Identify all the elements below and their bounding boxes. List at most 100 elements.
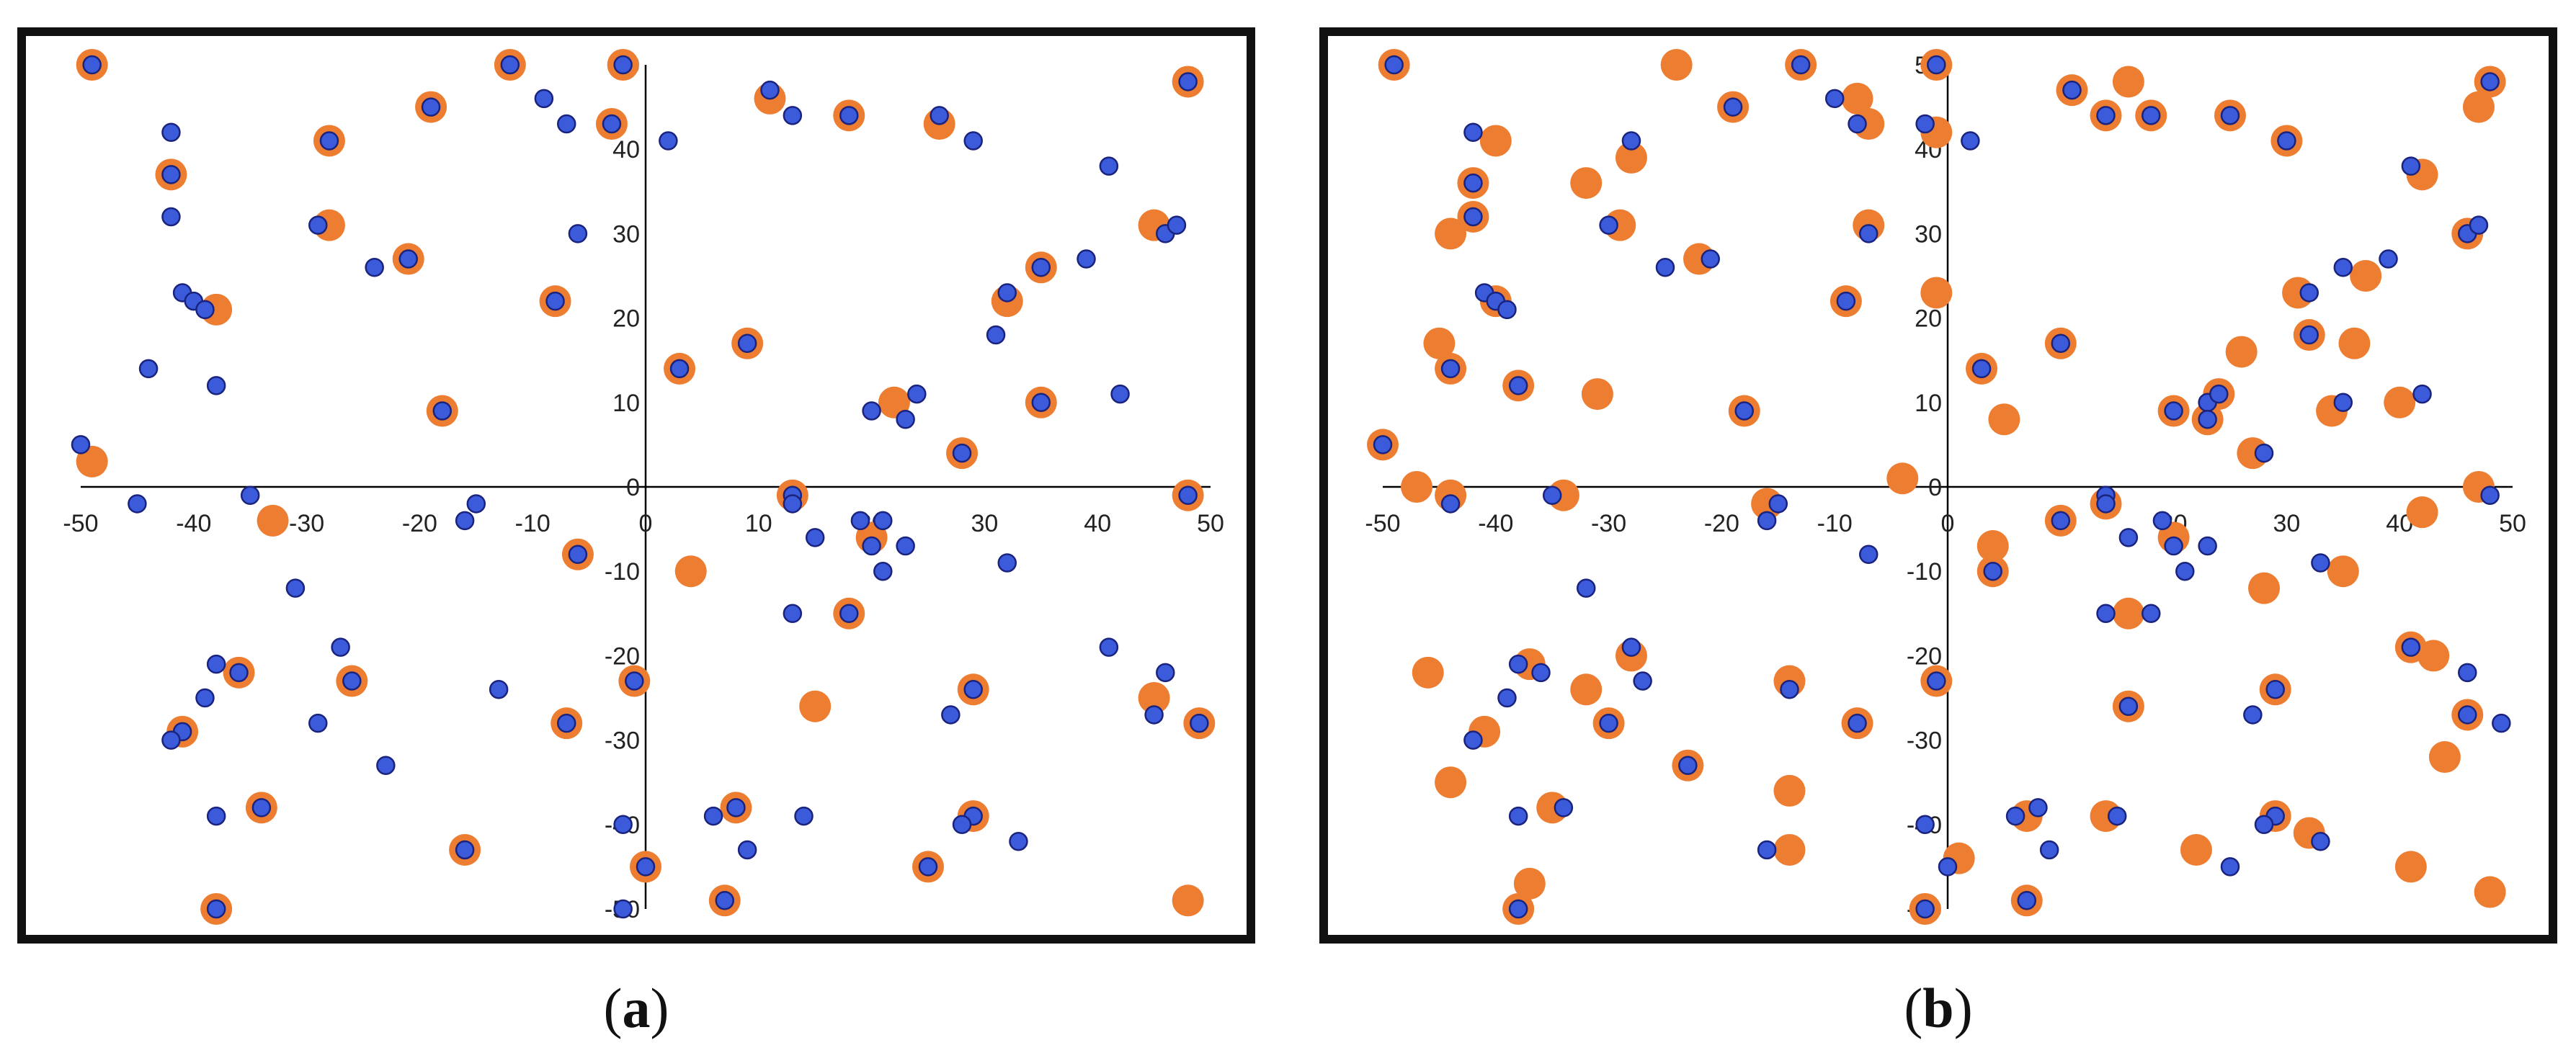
orange-point — [1581, 378, 1613, 411]
blue-point — [737, 333, 757, 354]
blue-point — [997, 553, 1017, 573]
orange-point — [2112, 66, 2144, 98]
blue-point — [1508, 376, 1528, 395]
blue-point — [1983, 561, 2002, 581]
blue-point — [2311, 831, 2330, 851]
blue-point — [2480, 485, 2500, 505]
scatter-plot-b: -50-40-30-20-1001020304050-50-40-30-20-1… — [1365, 49, 2526, 925]
scatter-panel-b: -50-40-30-20-1001020304050-50-40-30-20-1… — [1319, 27, 2557, 944]
blue-point — [568, 545, 588, 565]
blue-point — [839, 604, 859, 624]
blue-point — [308, 713, 328, 733]
blue-point — [2164, 536, 2183, 556]
blue-point — [1723, 97, 1743, 117]
y-tick-label: 30 — [612, 220, 640, 248]
x-tick-label: 0 — [1941, 510, 1955, 537]
x-tick-label: -50 — [1365, 510, 1400, 537]
orange-point — [1513, 867, 1546, 900]
blue-point — [2243, 705, 2263, 725]
blue-point — [873, 511, 893, 531]
blue-point — [1621, 637, 1641, 657]
orange-point — [2112, 597, 2144, 629]
blue-point — [997, 283, 1017, 303]
blue-point — [918, 857, 938, 877]
blue-point — [138, 359, 159, 379]
x-tick-label: -10 — [1817, 510, 1853, 537]
blue-point — [1031, 258, 1051, 277]
orange-point — [1615, 141, 1647, 174]
blue-point — [1599, 713, 1618, 733]
panel-caption-b-letter: b — [1922, 977, 1954, 1039]
orange-point — [1570, 167, 1603, 200]
blue-point — [613, 899, 633, 919]
blue-point — [500, 55, 520, 75]
blue-point — [1938, 857, 1958, 877]
y-tick-label: 20 — [1915, 305, 1942, 333]
x-tick-label: 10 — [745, 510, 772, 537]
blue-point — [1508, 806, 1528, 826]
blue-point — [715, 891, 735, 910]
blue-point — [1599, 215, 1618, 235]
x-tick-label: 50 — [2499, 510, 2526, 537]
orange-point — [799, 690, 832, 722]
blue-point — [568, 224, 588, 243]
x-tick-label: 30 — [971, 510, 998, 537]
orange-point — [2384, 386, 2416, 418]
blue-point — [206, 899, 226, 919]
blue-point — [862, 401, 881, 421]
x-tick-label: -30 — [289, 510, 324, 537]
blue-point — [1099, 156, 1119, 176]
orange-point — [1423, 327, 1456, 359]
x-tick-label: 50 — [1197, 510, 1224, 537]
scatter-panel-a: -50-40-30-20-1001020304050-50-40-30-20-1… — [17, 27, 1255, 944]
orange-point — [2417, 640, 2450, 672]
orange-point — [1988, 403, 2020, 436]
blue-point — [161, 165, 181, 184]
blue-point — [2141, 106, 2161, 125]
x-tick-label: 40 — [1084, 510, 1111, 537]
blue-point — [1373, 435, 1393, 454]
blue-point — [1531, 663, 1551, 683]
blue-point — [2062, 80, 2082, 100]
blue-point — [613, 815, 633, 835]
blue-point — [2492, 713, 2511, 733]
blue-point — [783, 494, 803, 514]
blue-point — [2254, 443, 2274, 463]
orange-point — [2394, 851, 2427, 883]
orange-point — [1773, 774, 1806, 807]
blue-point — [161, 207, 181, 227]
blue-point — [2401, 637, 2421, 657]
blue-point — [2333, 258, 2353, 277]
blue-point — [285, 578, 306, 598]
blue-point — [1858, 224, 1878, 243]
blue-point — [1757, 511, 1777, 531]
blue-point — [805, 528, 825, 547]
blue-point — [1542, 485, 1562, 505]
blue-point — [1463, 730, 1483, 750]
orange-point — [2248, 572, 2281, 604]
blue-point — [1915, 815, 1935, 835]
blue-point — [862, 536, 881, 556]
y-tick-label: 0 — [1928, 474, 1942, 501]
blue-point — [1463, 122, 1483, 143]
orange-point — [2474, 876, 2506, 908]
blue-point — [1440, 494, 1461, 514]
blue-point — [71, 435, 91, 454]
y-tick-label: -10 — [605, 558, 640, 586]
blue-point — [760, 80, 780, 100]
blue-point — [1824, 89, 1845, 109]
blue-point — [2379, 249, 2398, 269]
blue-point — [1463, 207, 1483, 227]
blue-point — [952, 815, 972, 835]
blue-point — [319, 131, 339, 151]
scatter-plot-a: -50-40-30-20-1001020304050-50-40-30-20-1… — [63, 49, 1224, 925]
blue-point — [1780, 680, 1799, 699]
blue-point — [1791, 55, 1811, 75]
blue-point — [2311, 553, 2330, 573]
orange-point — [1773, 833, 1806, 866]
orange-point — [1976, 530, 2009, 563]
x-tick-label: -30 — [1591, 510, 1626, 537]
axes-group: -50-40-30-20-1001020304050-50-40-30-20-1… — [63, 52, 1224, 923]
blue-point — [2017, 891, 2037, 910]
blue-point — [1167, 215, 1187, 235]
